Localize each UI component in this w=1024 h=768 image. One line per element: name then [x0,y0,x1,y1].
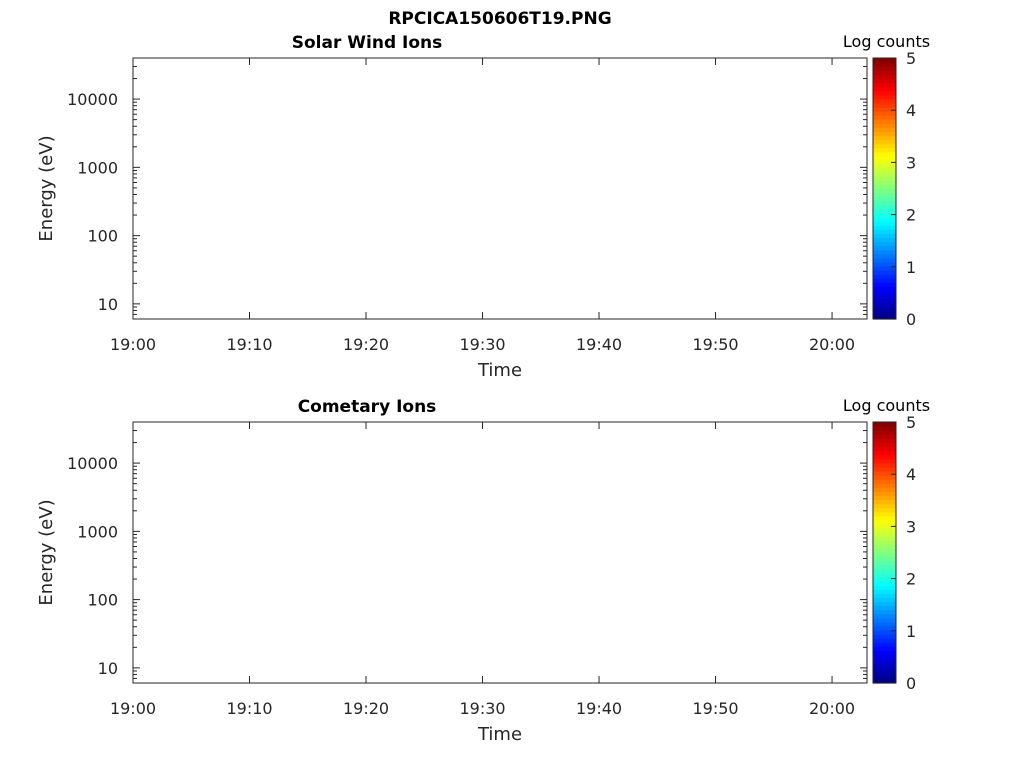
colorbar-segment [873,241,896,247]
colorbar-segment [873,168,896,173]
colorbar-tick-label: 1 [906,258,916,277]
x-tick-label: 19:50 [692,335,738,354]
colorbar-segment [873,159,896,165]
colorbar-segment [873,237,896,243]
colorbar-segment [873,278,896,283]
colorbar-segment [873,257,896,263]
x-tick-label: 19:00 [110,335,156,354]
y-tick-label: 10 [98,295,118,314]
colorbar-label: Log counts [843,32,930,51]
colorbar-segment [873,253,896,259]
y-axis-label: Energy (eV) [36,135,57,241]
panel-cometary-ions: 19:00 19:10 19:20 19:30 19:40 19:50 20:0010100… [36,396,930,745]
x-tick-label: 19:10 [226,335,272,354]
colorbar-frame [872,57,897,320]
colorbar-segment [873,249,896,255]
colorbar-segment [873,131,896,137]
y-tick-label: 10000 [67,90,118,109]
colorbar-tick-label: 3 [906,153,916,172]
colorbar-segment [873,298,896,304]
colorbar-segment [873,139,896,145]
colorbar-segment [873,127,896,133]
colorbar-segment [873,74,896,79]
colorbar-segment [873,135,896,141]
x-tick-label: 19:40 [576,335,622,354]
colorbar-segment [873,229,896,234]
colorbar-segment [873,115,896,120]
colorbar-segment [873,265,896,271]
plot-area [132,57,868,320]
colorbar-segment [873,184,896,190]
panel-title: Solar Wind Ions [292,33,443,53]
colorbar-segment [873,221,896,226]
colorbar-segment [873,302,896,308]
colorbar-segment [873,176,896,181]
plot-area [132,421,868,684]
colorbar-segment [873,143,896,149]
colorbar-segment [873,151,896,157]
colorbar-segment [873,188,896,194]
colorbar-tick-label: 5 [906,49,916,68]
colorbar-segment [873,119,896,124]
colorbar-segment [873,155,896,161]
colorbar-segment [873,98,896,104]
colorbar-segment [873,270,896,275]
colorbar-tick-label: 4 [906,101,916,120]
colorbar-segment [873,208,896,214]
x-axis-label: Time [477,360,522,381]
y-tick-label: 1000 [77,158,118,177]
colorbar-segment [873,172,896,177]
colorbar-segment [873,310,896,316]
colorbar-segment [873,62,896,67]
colorbar-segment [873,204,896,210]
colorbar-segment [873,58,896,63]
colorbar-segment [873,196,896,202]
colorbar-segment [873,70,896,75]
colorbar-segment [873,261,896,267]
colorbar-segment [873,66,896,71]
figure-title: RPCICA150606T19.PNG [388,9,611,29]
colorbar-segment [873,102,896,108]
colorbar-segment [873,147,896,153]
colorbar-tick-label: 0 [906,310,916,329]
colorbar-segment [873,286,896,292]
colorbar-segment [873,164,896,169]
colorbar-segment [873,86,896,92]
colorbar-segment [873,90,896,96]
colorbar-segment [873,290,896,296]
colorbar-segment [873,225,896,230]
colorbar-segment [873,82,896,88]
colorbar-segment [873,180,896,186]
colorbar-segment [873,314,896,320]
x-tick-label: 19:30 [459,335,505,354]
colorbar-tick-label: 2 [906,206,916,225]
colorbar-segment [873,282,896,287]
x-tick-label: 19:20 [343,335,389,354]
colorbar-segment [873,294,896,300]
colorbar-segment [873,123,896,128]
colorbar-segment [873,306,896,312]
colorbar-segment [873,106,896,112]
colorbar-segment [873,245,896,251]
colorbar-segment [873,233,896,239]
colorbar-segment [873,78,896,84]
colorbar-segment [873,94,896,100]
panel-solar-wind-ions: 19:00 19:10 19:20 19:30 19:40 19:50 20:0010100… [36,32,930,381]
colorbar-segment [873,200,896,206]
colorbar-segment [873,212,896,218]
colorbar-segment [873,217,896,222]
x-tick-label: 20:00 [809,335,855,354]
colorbar-segment [873,274,896,279]
colorbar-segment [873,111,896,116]
colorbar-segment [873,192,896,198]
y-tick-label: 100 [87,227,118,246]
